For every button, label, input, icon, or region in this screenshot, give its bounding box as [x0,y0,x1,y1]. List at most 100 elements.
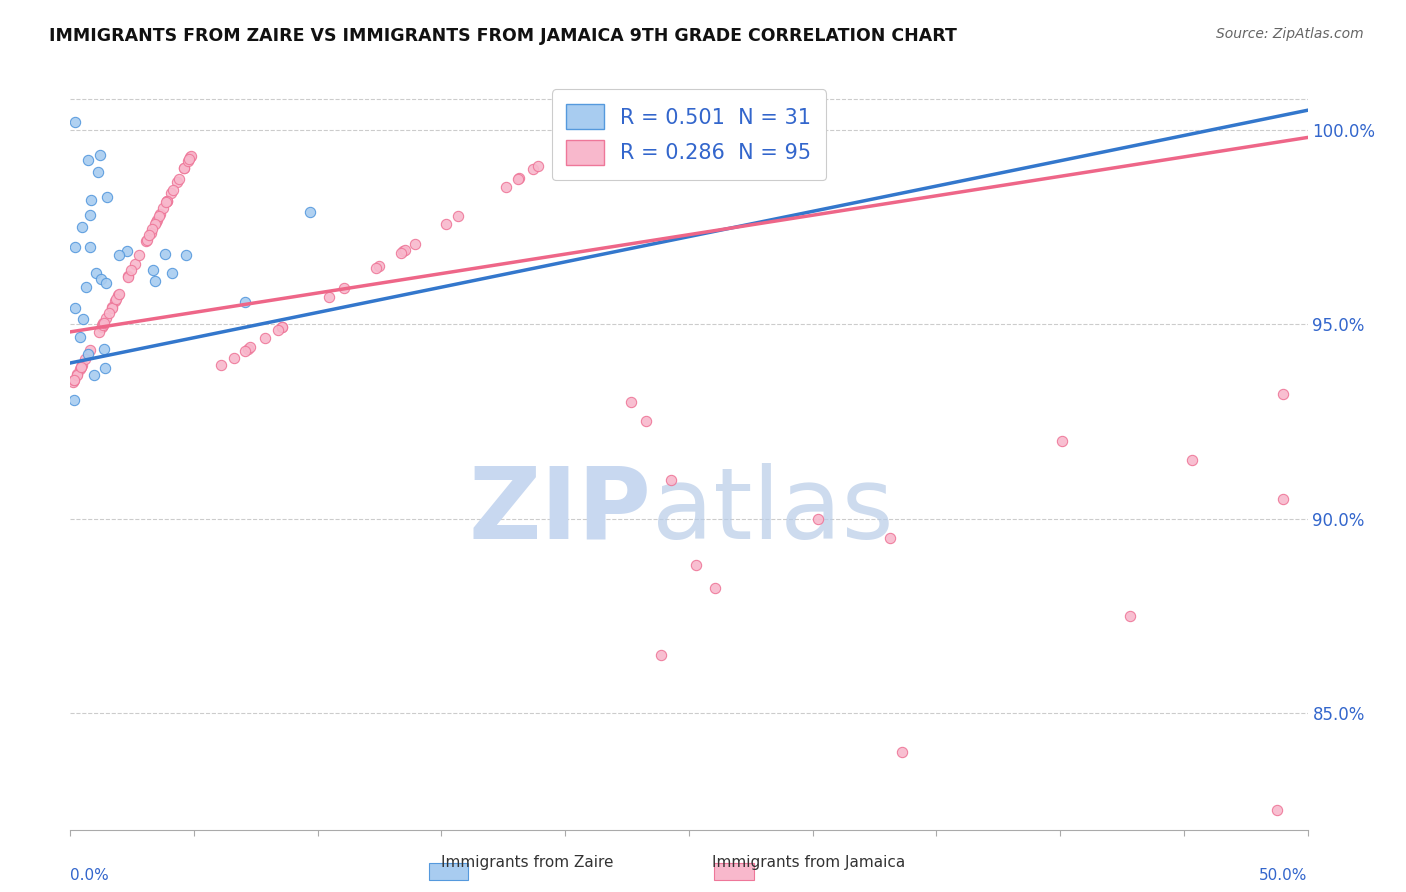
Point [177,153,200,168]
Point [72,312,94,326]
Point [173,161,195,175]
Point [91,318,114,333]
Point [90,320,112,334]
Point [368,259,391,273]
Point [389,245,412,260]
Point [156,194,179,208]
Point [89,147,111,161]
Point [1265,803,1288,817]
Point [93,317,115,331]
Point [1271,387,1294,401]
Point [148,209,170,223]
Point [167,171,190,186]
Point [87,164,110,178]
Point [333,281,356,295]
Point [298,205,321,219]
Point [69,330,91,344]
Point [75,280,97,294]
Point [135,235,157,249]
Point [253,331,276,345]
Text: atlas: atlas [652,463,893,559]
Point [100,301,122,315]
Point [271,320,294,334]
Point [145,215,167,229]
Point [222,351,245,365]
Point [447,209,470,223]
Text: ZIP: ZIP [470,463,652,559]
Point [436,217,458,231]
Point [83,368,105,382]
Point [66,368,89,382]
Point [1050,434,1073,448]
Text: Source: ZipAtlas.com: Source: ZipAtlas.com [1216,27,1364,41]
Point [522,162,544,177]
Point [128,247,150,261]
Point [117,244,139,258]
Point [526,160,548,174]
Point [63,373,86,387]
Point [135,233,157,247]
Point [77,347,100,361]
Point [650,648,672,662]
Point [879,531,901,545]
Point [63,373,86,387]
Point [703,582,725,596]
Point [70,358,93,372]
Point [661,473,683,487]
Point [65,240,87,254]
Point [270,320,292,334]
Point [69,360,91,375]
Point [101,300,124,314]
Point [177,153,200,167]
Point [155,246,177,260]
Point [138,228,160,243]
Text: 0.0%: 0.0% [70,869,110,883]
Point [807,511,830,525]
Point [89,325,111,339]
Text: Immigrants from Zaire: Immigrants from Zaire [441,855,613,870]
Point [173,161,195,176]
Point [394,243,416,257]
Point [155,195,177,210]
Point [1272,491,1295,506]
Point [93,316,115,330]
Point [79,208,101,222]
Point [890,745,912,759]
Point [105,292,128,306]
Text: IMMIGRANTS FROM ZAIRE VS IMMIGRANTS FROM JAMAICA 9TH GRADE CORRELATION CHART: IMMIGRANTS FROM ZAIRE VS IMMIGRANTS FROM… [49,27,957,45]
Point [1119,608,1142,623]
Point [63,301,86,315]
Point [233,343,256,358]
Point [506,172,529,186]
Point [120,263,142,277]
Point [94,360,117,375]
Point [66,368,89,382]
Point [160,186,183,200]
Point [392,244,415,258]
Point [685,558,707,573]
Point [93,342,115,356]
Point [107,288,129,302]
Point [117,268,139,283]
Point [79,343,101,358]
Point [91,318,114,332]
Point [366,260,388,275]
Point [143,274,166,288]
Point [149,207,172,221]
Point [62,376,84,390]
Point [152,201,174,215]
Point [548,145,571,160]
Point [90,272,112,286]
Point [174,247,197,261]
Point [156,194,179,209]
Point [96,310,118,325]
Point [141,222,163,236]
Point [117,269,139,284]
Point [162,183,184,197]
Point [495,179,517,194]
Point [318,290,340,304]
Point [73,352,96,367]
Point [70,219,93,234]
Point [142,263,165,277]
Point [108,248,131,262]
